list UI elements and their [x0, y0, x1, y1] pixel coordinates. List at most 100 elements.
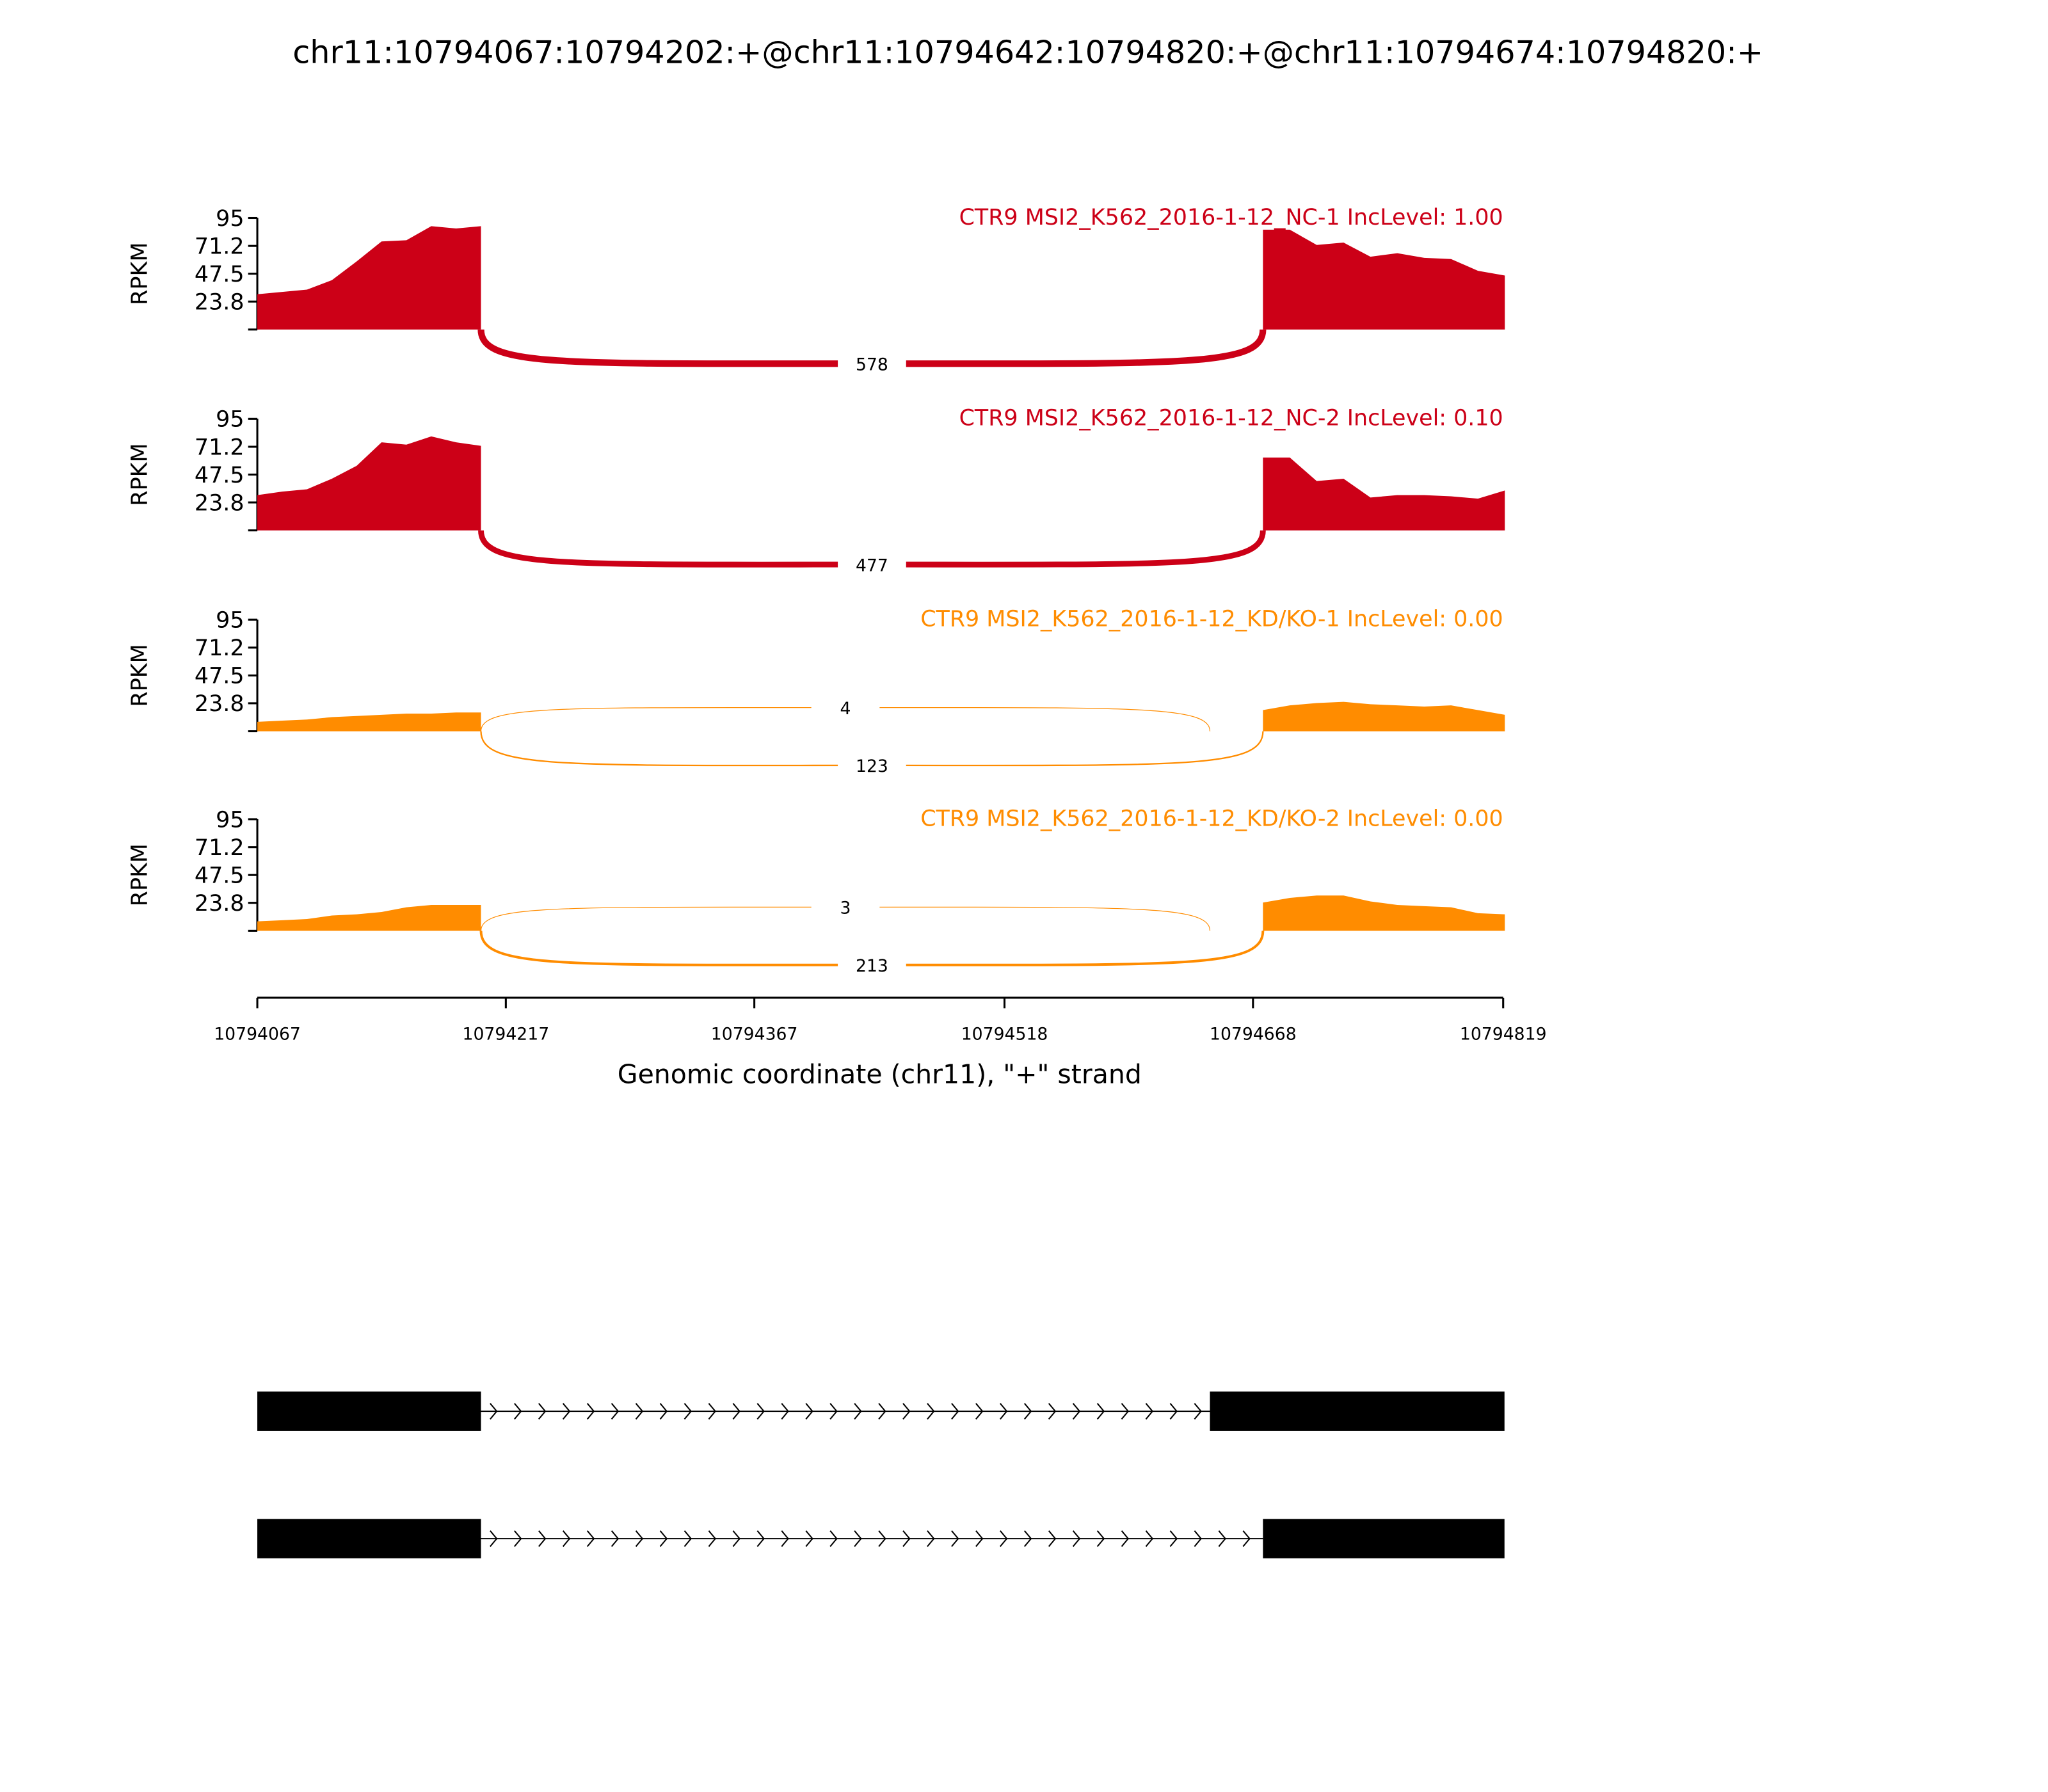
y-axis-label: RPKM: [127, 443, 153, 506]
y-axis-label: RPKM: [127, 644, 153, 707]
x-axis-label: Genomic coordinate (chr11), "+" strand: [618, 1059, 1142, 1089]
coverage-exon2: [1263, 457, 1505, 531]
strand-arrow-icon: [659, 1530, 668, 1548]
strand-arrow-icon: [1121, 1403, 1130, 1420]
y-tick-label: 23.8: [195, 691, 244, 717]
strand-arrow-icon: [708, 1403, 717, 1420]
y-tick-label: 47.5: [195, 463, 244, 488]
strand-arrow-icon: [1023, 1403, 1032, 1420]
y-tick-label: 71.2: [195, 435, 244, 460]
strand-arrow-icon: [951, 1403, 959, 1420]
strand-arrow-icon: [1145, 1403, 1154, 1420]
y-tick-label: 47.5: [195, 863, 244, 888]
strand-arrow-icon: [1072, 1403, 1081, 1420]
x-tick-label: 10794518: [961, 1025, 1048, 1044]
strand-arrow-icon: [878, 1530, 886, 1548]
strand-arrow-icon: [1000, 1403, 1008, 1420]
strand-arrow-icon: [829, 1403, 838, 1420]
coverage-exon1: [257, 904, 481, 931]
strand-arrow-icon: [927, 1403, 935, 1420]
x-tick-label: 10794217: [463, 1025, 550, 1044]
strand-arrow-icon: [562, 1530, 571, 1548]
panel-title: CTR9 MSI2_K562_2016-1-12_NC-1 IncLevel: …: [959, 205, 1503, 230]
strand-arrow-icon: [805, 1403, 813, 1420]
strand-arrow-icon: [1096, 1530, 1105, 1548]
strand-arrow-icon: [1023, 1530, 1032, 1548]
junction-count: 578: [856, 355, 888, 374]
strand-arrow-icon: [1048, 1403, 1057, 1420]
y-tick-label: 95: [216, 206, 244, 232]
strand-arrow-icon: [902, 1403, 911, 1420]
strand-arrow-icon: [927, 1530, 935, 1548]
isoform: [257, 1391, 1505, 1431]
y-tick-label: 71.2: [195, 636, 244, 661]
strand-arrow-icon: [611, 1530, 620, 1548]
junction-count: 4: [840, 699, 851, 719]
exon-block: [257, 1391, 481, 1431]
exon-block: [1210, 1391, 1505, 1431]
y-tick-label: 95: [216, 608, 244, 634]
strand-arrow-icon: [586, 1403, 595, 1420]
y-tick-label: 47.5: [195, 664, 244, 689]
junction-label-bg: [838, 953, 906, 977]
y-tick-label: 23.8: [195, 891, 244, 916]
chart-title: chr11:10794067:10794202:+@chr11:10794642…: [292, 33, 1763, 70]
strand-arrow-icon: [1072, 1530, 1081, 1548]
coverage-exon1: [257, 436, 481, 531]
strand-arrow-icon: [1218, 1530, 1226, 1548]
strand-arrow-icon: [781, 1403, 789, 1420]
coverage-exon2: [1263, 895, 1505, 931]
y-tick-label: 95: [216, 407, 244, 433]
y-axis-label: RPKM: [127, 844, 153, 906]
strand-arrow-icon: [1169, 1403, 1178, 1420]
junction-count: 3: [840, 899, 851, 918]
strand-arrow-icon: [562, 1403, 571, 1420]
junction-count: 477: [856, 556, 888, 575]
strand-arrow-icon: [1000, 1530, 1008, 1548]
y-tick-label: 71.2: [195, 234, 244, 260]
strand-arrow-icon: [1145, 1530, 1154, 1548]
strand-arrow-icon: [732, 1403, 740, 1420]
y-tick-label: 23.8: [195, 289, 244, 315]
strand-arrow-icon: [854, 1403, 862, 1420]
y-tick-label: 71.2: [195, 835, 244, 861]
strand-arrow-icon: [732, 1530, 740, 1548]
strand-arrow-icon: [756, 1403, 765, 1420]
strand-arrow-icon: [684, 1403, 692, 1420]
strand-arrow-icon: [490, 1530, 498, 1548]
strand-arrow-icon: [635, 1530, 644, 1548]
junction-label-bg: [811, 895, 880, 919]
strand-arrow-icon: [514, 1530, 522, 1548]
panel-title: CTR9 MSI2_K562_2016-1-12_KD/KO-1 IncLeve…: [920, 606, 1503, 632]
strand-arrow-icon: [1194, 1403, 1202, 1420]
strand-arrow-icon: [975, 1530, 984, 1548]
strand-arrow-icon: [975, 1403, 984, 1420]
strand-arrow-icon: [1121, 1530, 1130, 1548]
x-tick-label: 10794067: [214, 1025, 301, 1044]
x-tick-label: 10794819: [1460, 1025, 1547, 1044]
coverage-exon2: [1263, 701, 1505, 732]
strand-arrow-icon: [1096, 1403, 1105, 1420]
y-tick-label: 95: [216, 807, 244, 833]
strand-arrow-icon: [781, 1530, 789, 1548]
y-tick-label: 47.5: [195, 262, 244, 287]
exon-block: [1263, 1519, 1505, 1558]
strand-arrow-icon: [586, 1530, 595, 1548]
strand-arrow-icon: [1048, 1530, 1057, 1548]
isoform: [257, 1519, 1505, 1558]
strand-arrow-icon: [659, 1403, 668, 1420]
x-tick-label: 10794367: [711, 1025, 798, 1044]
strand-arrow-icon: [1194, 1530, 1202, 1548]
junction-label-bg: [838, 351, 906, 376]
coverage-exon1: [257, 226, 481, 330]
y-tick-label: 23.8: [195, 490, 244, 516]
strand-arrow-icon: [514, 1403, 522, 1420]
strand-arrow-icon: [951, 1530, 959, 1548]
x-tick-label: 10794668: [1210, 1025, 1297, 1044]
coverage-exon2: [1263, 229, 1505, 330]
x-axis: 10794067 10794217 10794367 10794518 10794668…: [214, 996, 1547, 1044]
